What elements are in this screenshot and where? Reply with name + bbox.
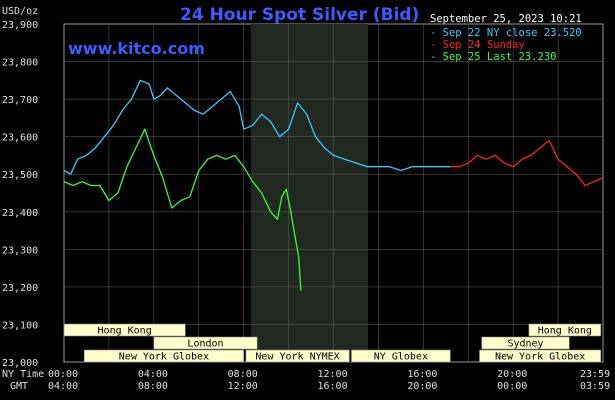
session-bar [351,349,451,363]
y-tick-label: 23,100 [2,320,38,331]
session-bar [481,336,570,350]
x-tick-gmt: 00:00 [497,381,527,392]
session-label: New York Globex [119,352,209,363]
session-label: Sydney [507,339,543,350]
session-bar [479,349,602,363]
x-tick-ny: 04:00 [138,369,168,380]
session-label: Hong Kong [538,326,592,337]
session-label: New York Globex [495,352,585,363]
x-tick-gmt: 03:59 [580,381,610,392]
x-tick-ny: 23:59 [580,369,610,380]
x-tick-gmt: 12:00 [228,381,258,392]
y-tick-label: 23,900 [2,20,38,31]
x-tick-gmt: 20:00 [407,381,437,392]
timestamp: September 25, 2023 10:21 [430,13,582,25]
y-tick-label: 23,200 [2,283,38,294]
x-tick-gmt: 08:00 [138,381,168,392]
y-tick-label: 23,700 [2,95,38,106]
y-tick-label: 23,600 [2,133,38,144]
session-bar [83,349,244,363]
x-tick-gmt: 16:00 [318,381,348,392]
y-tick-labels: 23,900 23,800 23,700 23,600 23,500 23,400 23,3… [2,20,38,369]
session-bar [245,349,350,363]
y-tick-label: 23,300 [2,245,38,256]
y-tick-label: 23,800 [2,58,38,69]
y-tick-label: 23,400 [2,208,38,219]
x-tick-ny: 16:00 [407,369,437,380]
grid [64,24,603,362]
y-tick-label: 23,000 [2,358,38,369]
session-bar [63,323,186,337]
legend-item-last: - Sep 25 Last 23.230 [430,51,556,63]
y-axis-label: USD/oz [2,6,38,17]
x-row-label-ny: NY Time [2,369,44,380]
site-watermark: www.kitco.com [68,39,205,58]
session-label: London [187,339,223,350]
session-label: Hong Kong [98,326,152,337]
x-tick-ny: 00:00 [48,369,78,380]
x-tick-labels: 00:0004:0004:0008:0008:0012:0012:0016:00… [48,369,610,392]
x-row-label-gmt: GMT [10,381,28,392]
session-label: NY Globex [374,352,428,363]
session-bar [153,336,258,350]
session-layer: Hong Kong London New York Globex New York N… [63,323,602,363]
session-label: New York NYMEX [255,352,339,363]
x-tick-gmt: 04:00 [48,381,78,392]
session-bar [528,323,602,337]
x-tick-ny: 20:00 [497,369,527,380]
series-layer [63,79,603,291]
y-tick-label: 23,500 [2,170,38,181]
legend-item-sunday: - Sep 24 Sunday [430,39,525,51]
nymex-shade [251,24,368,362]
series-line [63,79,451,175]
chart-title: 24 Hour Spot Silver (Bid) [180,5,419,25]
series-line [63,128,302,291]
x-tick-ny: 08:00 [228,369,258,380]
series-line [450,139,603,187]
x-tick-ny: 12:00 [318,369,348,380]
legend-item-ny-close: - Sep 22 NY close 23.520 [430,27,582,39]
